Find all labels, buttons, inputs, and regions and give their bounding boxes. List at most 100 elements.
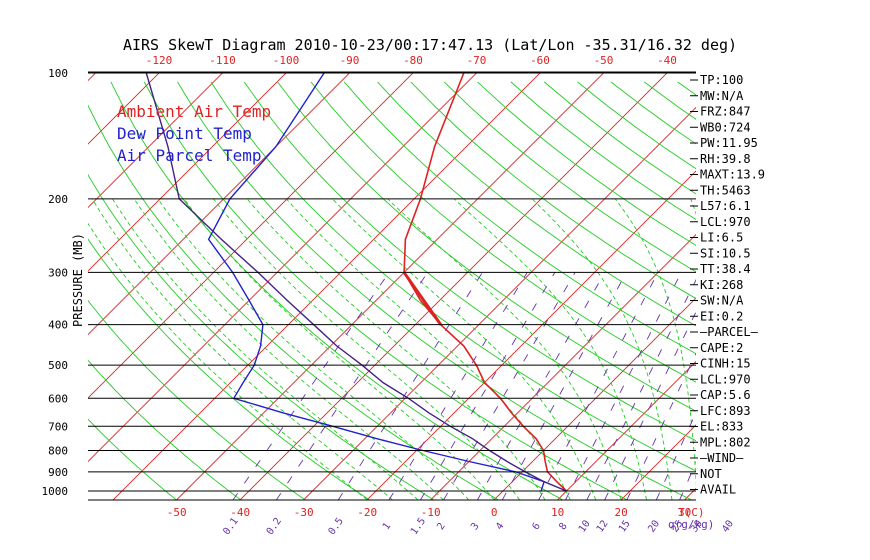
bottom-temp-tick-label: -30 <box>294 506 314 519</box>
isotherm-line <box>303 106 696 500</box>
mixing-ratio-line <box>443 272 576 500</box>
moist-adiabat-line <box>748 199 756 500</box>
pressure-tick-label: 500 <box>48 359 68 372</box>
stats-entry: FRZ:847 <box>700 105 751 119</box>
isotherm-line <box>620 424 696 500</box>
mixing-ratio-tick-label: 0.5 <box>327 516 346 537</box>
top-temp-tick-label: -40 <box>657 54 677 67</box>
stats-entry: LCL:970 <box>700 215 751 229</box>
stats-entry: TH:5463 <box>700 183 751 197</box>
stats-entry: LFC:893 <box>700 404 751 418</box>
stats-entry: SW:N/A <box>700 294 744 308</box>
moist-adiabat-line <box>91 198 393 500</box>
mixing-ratio-tick-label: 12 <box>595 518 611 534</box>
mixing-ratio-line <box>337 272 483 500</box>
moist-adiabat-line <box>614 198 696 486</box>
pressure-tick-label: 900 <box>48 466 68 479</box>
top-temp-tick-label: -120 <box>146 54 173 67</box>
mixing-ratio-line <box>655 411 696 500</box>
pressure-tick-label: 600 <box>48 392 68 405</box>
stats-entry: LI:6.5 <box>700 231 743 245</box>
mixing-ratio-line <box>586 278 696 500</box>
mixing-ratio-tick-label: 0.2 <box>265 516 284 537</box>
y-axis-label: PRESSURE (MB) <box>71 233 85 327</box>
pressure-tick-label: 800 <box>48 444 68 457</box>
isotherm-line <box>239 72 669 500</box>
moist-adiabat-line <box>213 198 520 500</box>
ambient-highlight-segment <box>402 271 442 326</box>
stats-entry: CAP:5.6 <box>700 388 751 402</box>
stats-entry: KI:268 <box>700 278 743 292</box>
dry-adiabat-line <box>88 359 241 500</box>
profiles <box>145 72 568 492</box>
mixing-ratio-tick-label: 20 <box>646 518 662 534</box>
stats-entry: CAPE:2 <box>700 341 743 355</box>
moist-adiabat-line <box>88 222 368 500</box>
chart-title: AIRS SkewT Diagram 2010-10-23/00:17:47.1… <box>123 36 737 54</box>
pressure-tick-label: 700 <box>48 420 68 433</box>
isotherm-line <box>0 64 41 500</box>
stats-entry: CINH:15 <box>700 357 751 371</box>
legend: Ambient Air Temp Dew Point Temp Air Parcel… <box>117 102 271 165</box>
dry-adiabat-line <box>778 82 870 500</box>
top-temp-tick-label: -60 <box>530 54 550 67</box>
isotherm-line <box>812 64 870 500</box>
moist-adiabat-line <box>453 198 647 500</box>
series-line-air-parcel-temp <box>145 72 567 492</box>
mixing-ratio-line <box>232 272 390 500</box>
mixing-ratio-line <box>538 272 659 500</box>
mixing-ratio-line <box>388 272 528 500</box>
mixing-ratio-line <box>477 272 606 500</box>
dry-adiabat-line <box>243 81 696 442</box>
isotherm-line <box>88 72 225 209</box>
legend-entry: Dew Point Temp <box>117 124 252 143</box>
background-lines <box>0 64 870 500</box>
mixing-ratio-tick-label: 4 <box>494 521 506 532</box>
pressure-tick-label: 1000 <box>42 485 69 498</box>
mixing-ratio-tick-label: 40 <box>720 519 736 535</box>
legend-entry: Ambient Air Temp <box>117 102 271 121</box>
isotherm-line <box>88 72 415 399</box>
pressure-tick-label: 300 <box>48 266 68 279</box>
bottom-temp-tick-label: 0 <box>491 506 498 519</box>
moist-adiabat-line <box>332 198 597 500</box>
bottom-temp-tick-label: -40 <box>230 506 250 519</box>
bottom-temp-tick-label: 10 <box>551 506 564 519</box>
dry-adiabat-line <box>744 82 870 500</box>
bottom-temp-tick-label: -20 <box>357 506 377 519</box>
mixing-ratio-tick-label: 1 <box>381 521 393 532</box>
stats-entry: RH:39.8 <box>700 152 751 166</box>
dry-adiabat-line <box>310 81 696 383</box>
dry-adiabat-line <box>377 81 696 327</box>
isotherm-line <box>748 64 870 500</box>
isotherm-line <box>430 233 696 500</box>
top-temp-tick-label: -100 <box>273 54 300 67</box>
dry-adiabat-line <box>88 238 370 500</box>
isotherm-line <box>557 360 696 500</box>
mixing-ratio-line <box>276 272 428 500</box>
moist-adiabat-line <box>531 198 673 500</box>
stats-entry: MAXT:13.9 <box>700 168 765 182</box>
mixing-ratio-line <box>626 352 696 500</box>
mixing-ratio-line <box>501 272 627 500</box>
isotherm-line <box>88 72 288 272</box>
moist-adiabat-line <box>157 198 470 500</box>
top-temp-tick-label: -110 <box>209 54 236 67</box>
bottom-temp-tick-label: 20 <box>615 506 628 519</box>
bottom-temp-tick-label: -50 <box>167 506 187 519</box>
stats-entry: TP:100 <box>700 73 743 87</box>
top-temp-tick-label: -70 <box>467 54 487 67</box>
mixing-ratio-tick-label: 2 <box>435 521 447 532</box>
moist-adiabat-line <box>285 198 571 500</box>
stats-entry: PW:11.95 <box>700 136 758 150</box>
stats-entry: SI:10.5 <box>700 246 751 260</box>
mixing-ratio-line <box>420 272 556 500</box>
dry-adiabat-line <box>88 418 177 500</box>
moist-adiabat-line <box>133 198 444 500</box>
mixing-ratio-tick-label: 0.1 <box>221 516 240 537</box>
stats-entry: MPL:802 <box>700 435 751 449</box>
series-line-ambient-air-temp <box>403 72 568 492</box>
top-temp-tick-label: -80 <box>403 54 423 67</box>
